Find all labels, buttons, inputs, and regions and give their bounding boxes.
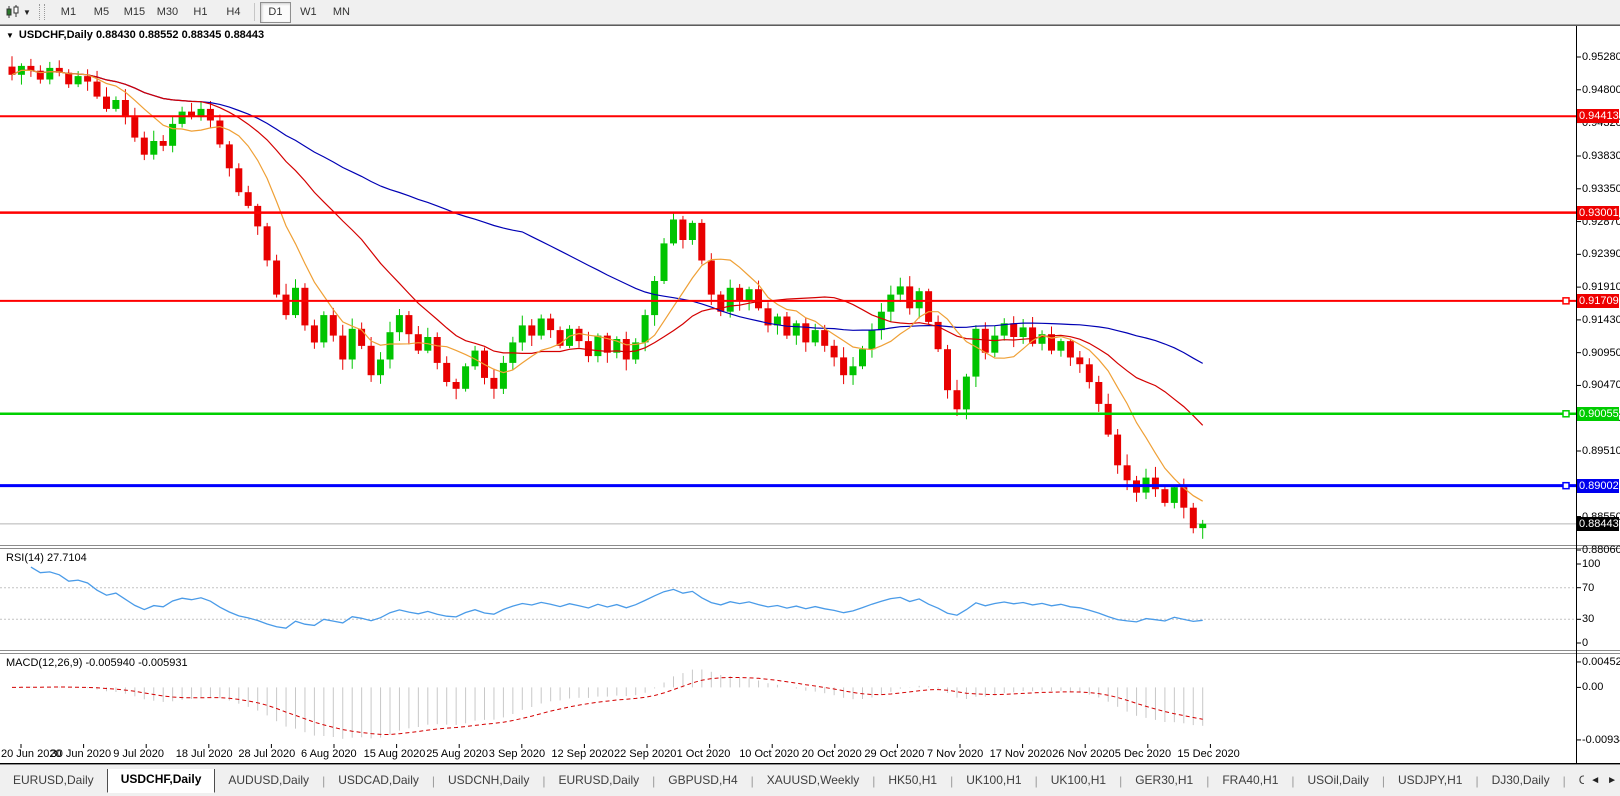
tab-divider: | bbox=[431, 773, 435, 788]
chart-tab-usdjpy-h1[interactable]: USDJPY,H1 bbox=[1397, 773, 1463, 787]
timeframe-buttons: M1 M5 M15 M30 H1 H4 D1 W1 MN bbox=[52, 1, 358, 23]
chart-tab-audusd-daily[interactable]: AUDUSD,Daily bbox=[228, 773, 310, 787]
chart-tab-uk100-h1[interactable]: UK100,H1 bbox=[966, 773, 1022, 787]
tab-divider: | bbox=[1034, 773, 1038, 788]
tab-scroll-arrows: ◄ ► bbox=[1590, 775, 1617, 786]
chevron-down-icon[interactable]: ▼ bbox=[23, 7, 31, 17]
rsi-indicator-label: RSI(14) 27.7104 bbox=[6, 552, 87, 564]
tab-divider: | bbox=[1291, 773, 1295, 788]
timeframe-button-mn[interactable]: MN bbox=[332, 5, 350, 18]
chart-tab-uk100-h1[interactable]: UK100,H1 bbox=[1050, 773, 1107, 787]
chart-tab-eurusd-daily[interactable]: EURUSD,Daily bbox=[13, 773, 94, 787]
tab-divider: | bbox=[1119, 773, 1123, 788]
tab-scroll-left-icon[interactable]: ◄ bbox=[1590, 775, 1601, 786]
chart-tab-xauusd-weekly[interactable]: XAUUSD,Weekly bbox=[766, 773, 860, 787]
chart-tab-fra40-h1[interactable]: FRA40,H1 bbox=[1222, 773, 1279, 787]
tab-divider: | bbox=[652, 773, 656, 788]
tab-divider: | bbox=[950, 773, 954, 788]
timeframe-button-w1[interactable]: W1 bbox=[300, 5, 317, 18]
chart-tab-usdcad-daily[interactable]: USDCAD,Daily bbox=[338, 773, 419, 787]
chart-tab-usdcnh-daily[interactable]: USDCNH,Daily bbox=[448, 773, 530, 787]
timeframe-button-m1[interactable]: M1 bbox=[60, 5, 77, 18]
chart-type-button[interactable]: ▼ bbox=[2, 2, 34, 23]
chart-tab-ger30-h1[interactable]: GER30,H1 bbox=[1135, 773, 1194, 787]
timeframe-button-h4[interactable]: H4 bbox=[226, 5, 241, 18]
tab-divider: | bbox=[542, 773, 546, 788]
timeframe-button-m15[interactable]: M15 bbox=[123, 5, 146, 18]
chart-tab-china300-h1[interactable]: CHINA300,H1 bbox=[1566, 769, 1584, 792]
chart-tab-gbpusd-h4[interactable]: GBPUSD,H4 bbox=[668, 773, 738, 787]
candlestick-chart-icon bbox=[6, 5, 19, 18]
tab-divider: | bbox=[1381, 773, 1385, 788]
toolbar-grip[interactable] bbox=[38, 4, 45, 20]
timeframe-button-m30[interactable]: M30 bbox=[156, 5, 179, 18]
timeframe-button-h1[interactable]: H1 bbox=[193, 5, 208, 18]
chart-tabbar: EURUSD,Daily USDCHF,Daily AUDUSD,Daily | USD… bbox=[0, 764, 1620, 796]
tab-divider: | bbox=[1562, 773, 1566, 788]
timeframe-button-d1[interactable]: D1 bbox=[259, 1, 291, 23]
chart-tabs: EURUSD,Daily USDCHF,Daily AUDUSD,Daily | USD… bbox=[0, 768, 1584, 793]
tab-divider: | bbox=[872, 773, 876, 788]
toolbar-separator bbox=[253, 3, 255, 21]
tab-divider: | bbox=[1206, 773, 1210, 788]
macd-indicator-label: MACD(12,26,9) -0.005940 -0.005931 bbox=[6, 657, 188, 669]
symbol-ohlc-text: USDCHF,Daily 0.88430 0.88552 0.88345 0.8… bbox=[18, 29, 265, 41]
chart-title: ▼ USDCHF,Daily 0.88430 0.88552 0.88345 0… bbox=[6, 29, 264, 41]
chart-window[interactable] bbox=[0, 25, 1620, 764]
tab-divider: | bbox=[322, 773, 326, 788]
tab-scroll-right-icon[interactable]: ► bbox=[1607, 775, 1617, 786]
timeframe-button-m5[interactable]: M5 bbox=[93, 5, 110, 18]
chart-tab-usdchf-daily[interactable]: USDCHF,Daily bbox=[106, 768, 216, 793]
collapse-icon[interactable]: ▼ bbox=[6, 30, 14, 40]
tab-divider: | bbox=[750, 773, 754, 788]
tab-divider: | bbox=[1475, 773, 1479, 788]
timeframe-toolbar: ▼ M1 M5 M15 M30 H1 H4 D1 W1 MN bbox=[0, 0, 1620, 25]
chart-tab-usoil-daily[interactable]: USOil,Daily bbox=[1307, 773, 1369, 787]
chart-tab-eurusd-daily[interactable]: EURUSD,Daily bbox=[558, 773, 640, 787]
chart-tab-hk50-h1[interactable]: HK50,H1 bbox=[888, 773, 938, 787]
chart-tab-dj30-daily[interactable]: DJ30,Daily bbox=[1491, 773, 1550, 787]
